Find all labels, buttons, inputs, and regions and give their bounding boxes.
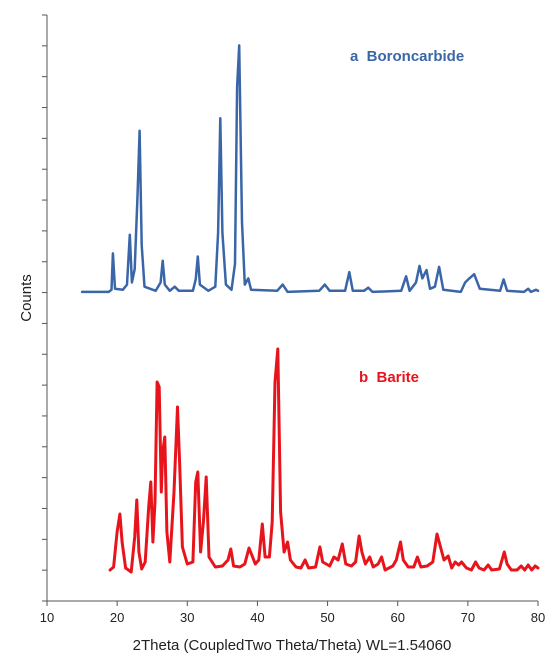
axes xyxy=(46,15,538,602)
series-lines xyxy=(80,44,540,574)
x-tick-label: 40 xyxy=(250,610,264,625)
x-axis-ticks xyxy=(46,601,539,606)
x-tick-label: 20 xyxy=(110,610,124,625)
x-axis-title: 2Theta (CoupledTwo Theta/Theta) WL=1.540… xyxy=(133,637,452,654)
x-tick-label: 30 xyxy=(180,610,194,625)
x-tick-label: 50 xyxy=(320,610,334,625)
y-axis-ticks xyxy=(42,14,47,602)
x-tick-label: 10 xyxy=(40,610,54,625)
x-tick-label: 60 xyxy=(390,610,404,625)
x-tick-label: 70 xyxy=(461,610,475,625)
series-line-barite xyxy=(108,347,540,574)
series-label-boroncarbide: a Boroncarbide xyxy=(350,48,464,65)
x-tick-label: 80 xyxy=(531,610,545,625)
x-axis-tick-labels: 10 20 30 40 50 60 70 80 xyxy=(40,610,545,625)
series-line-boroncarbide xyxy=(80,44,540,294)
series-label-barite: b Barite xyxy=(359,369,419,386)
y-axis-title: Counts xyxy=(18,274,35,322)
series-labels: a Boroncarbide b Barite xyxy=(350,48,464,386)
